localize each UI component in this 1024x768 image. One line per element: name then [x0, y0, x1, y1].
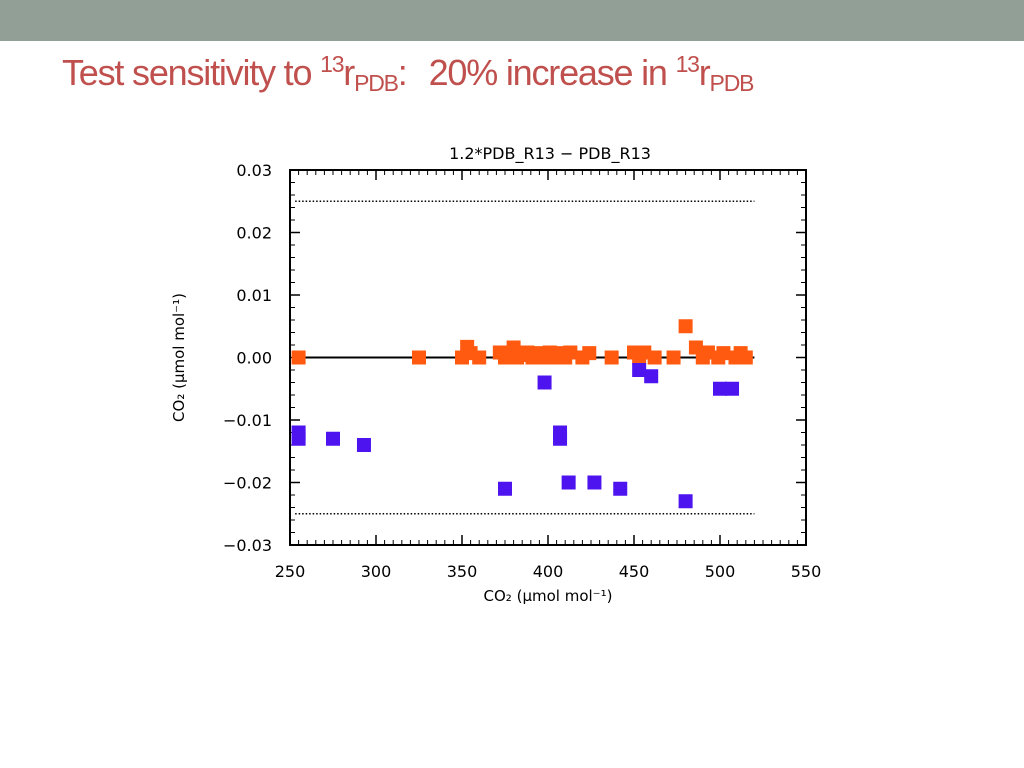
- data-point: [666, 350, 681, 365]
- y-tick-label: 0.03: [236, 161, 272, 180]
- y-tick-label: −0.03: [223, 536, 272, 555]
- title-part2: 20% increase in: [428, 52, 676, 93]
- data-point: [582, 346, 597, 361]
- data-point: [291, 431, 306, 446]
- data-point: [587, 475, 602, 490]
- title-ratio-r-2: r: [698, 52, 711, 93]
- data-point: [553, 431, 568, 446]
- x-tick-label: 250: [275, 562, 306, 581]
- y-axis-label: CO₂ (μmol mol⁻¹): [170, 293, 188, 422]
- y-tick-label: 0.01: [236, 286, 272, 305]
- x-tick-label: 300: [361, 562, 392, 581]
- slide-title: Test sensitivity to 13rPDB: 20% increase …: [62, 51, 755, 96]
- data-point: [563, 345, 578, 360]
- series-2: [291, 363, 740, 509]
- data-point: [647, 350, 662, 365]
- data-point: [725, 381, 740, 396]
- y-tick-label: 0.02: [236, 224, 272, 243]
- data-point: [326, 431, 340, 446]
- data-point: [613, 481, 628, 496]
- data-point: [412, 350, 426, 365]
- data-point: [678, 319, 693, 334]
- data-point: [644, 369, 659, 384]
- data-point: [632, 363, 647, 377]
- title-pdb-sub-2: PDB: [709, 70, 755, 96]
- title-pdb-sub-1: PDB: [354, 70, 399, 96]
- data-point: [291, 350, 306, 365]
- title-part1: Test sensitivity to: [62, 52, 321, 93]
- x-tick-label: 450: [619, 562, 650, 581]
- y-tick-label: −0.02: [223, 474, 272, 493]
- y-tick-label: −0.01: [223, 411, 272, 430]
- data-point: [561, 475, 576, 490]
- x-tick-label: 400: [533, 562, 564, 581]
- data-point: [356, 438, 371, 452]
- title-colon: :: [397, 52, 408, 93]
- data-point: [713, 381, 727, 396]
- top-bar: [0, 0, 1024, 41]
- x-tick-label: 500: [705, 562, 736, 581]
- data-point: [537, 375, 552, 390]
- data-point: [472, 350, 487, 365]
- data-point: [498, 481, 512, 496]
- data-point: [604, 350, 619, 365]
- series-1: [291, 319, 753, 365]
- data-point: [738, 350, 753, 365]
- y-tick-label: 0.00: [236, 349, 272, 368]
- title-ratio-r-1: r: [343, 52, 355, 93]
- x-tick-label: 350: [447, 562, 478, 581]
- data-point: [716, 346, 731, 361]
- title-isotope-sup-1: 13: [320, 51, 344, 77]
- title-isotope-sup-2: 13: [675, 51, 700, 77]
- x-tick-label: 550: [791, 562, 822, 581]
- x-axis-label: CO₂ (μmol mol⁻¹): [484, 587, 613, 605]
- chart-title: 1.2*PDB_R13 − PDB_R13: [449, 144, 651, 164]
- data-point: [678, 494, 693, 509]
